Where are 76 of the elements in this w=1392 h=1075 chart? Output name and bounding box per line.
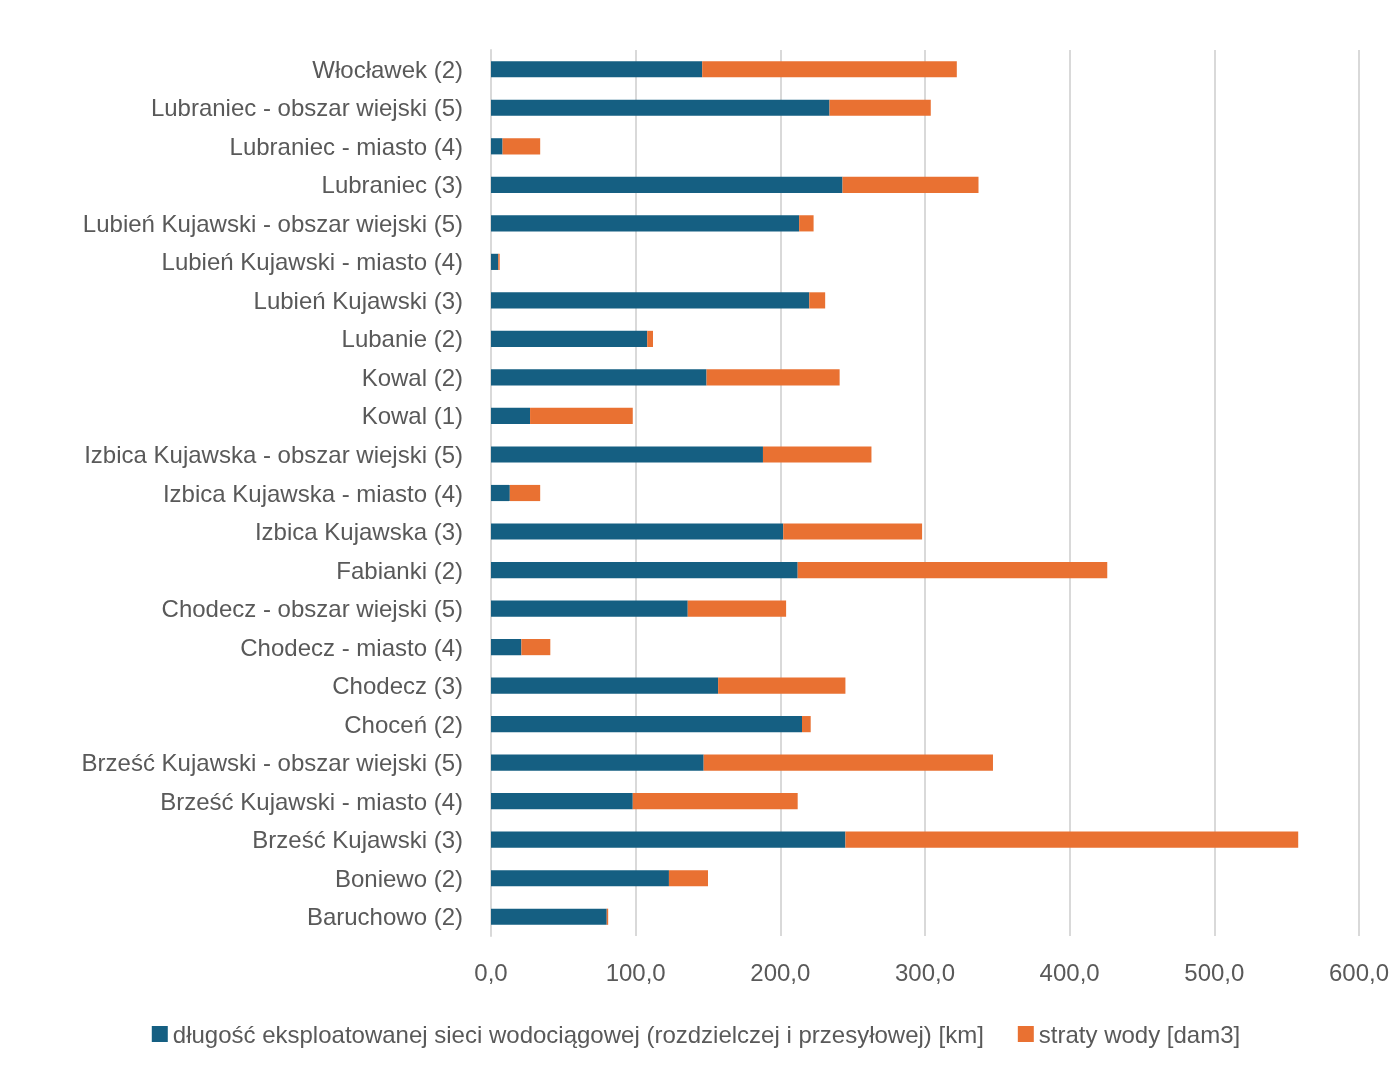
bar bbox=[809, 292, 826, 309]
y-tick-label: Choceń (2) bbox=[344, 710, 463, 738]
bar bbox=[491, 870, 669, 887]
bar bbox=[491, 639, 522, 656]
bar bbox=[491, 793, 633, 810]
y-tick-label: Izbica Kujawska (3) bbox=[254, 518, 463, 546]
bar bbox=[783, 523, 923, 540]
bar bbox=[829, 99, 931, 116]
bar bbox=[842, 176, 979, 193]
bar bbox=[502, 138, 541, 155]
bar bbox=[687, 600, 787, 617]
bar bbox=[491, 292, 810, 309]
bar bbox=[845, 831, 1299, 848]
bar bbox=[491, 138, 503, 155]
legend-label: straty wody [dam3] bbox=[1038, 1020, 1241, 1048]
y-tick-label: Chodecz - miasto (4) bbox=[240, 633, 463, 661]
bar bbox=[797, 561, 1108, 579]
bar bbox=[491, 253, 499, 270]
bar bbox=[647, 330, 654, 347]
bar bbox=[762, 446, 872, 463]
bar bbox=[802, 716, 811, 733]
y-tick-label: Baruchowo (2) bbox=[306, 903, 463, 931]
y-tick-label: Lubień Kujawski (3) bbox=[253, 286, 463, 314]
bar bbox=[491, 446, 763, 463]
y-tick-label: Lubień Kujawski - miasto (4) bbox=[161, 248, 463, 276]
y-tick-label: Chodecz (3) bbox=[332, 672, 463, 700]
x-tick-label: 0,0 bbox=[474, 958, 508, 986]
x-tick-label: 300,0 bbox=[894, 958, 956, 986]
bar bbox=[491, 61, 703, 78]
x-tick-label: 400,0 bbox=[1039, 958, 1100, 986]
bar bbox=[491, 600, 688, 617]
x-tick-label: 200,0 bbox=[750, 958, 811, 986]
bar bbox=[702, 61, 957, 78]
bar bbox=[706, 369, 840, 386]
y-tick-label: Chodecz - obszar wiejski (5) bbox=[161, 595, 463, 623]
y-tick-label: Lubraniec - miasto (4) bbox=[229, 132, 463, 160]
bar bbox=[491, 99, 830, 116]
y-tick-label: Lubanie (2) bbox=[341, 325, 463, 353]
y-tick-label: Kowal (1) bbox=[361, 402, 463, 430]
bar bbox=[703, 754, 993, 771]
bar bbox=[668, 870, 708, 887]
bar bbox=[491, 330, 648, 347]
y-tick-label: Brześć Kujawski - obszar wiejski (5) bbox=[81, 749, 463, 777]
bar bbox=[718, 677, 846, 694]
bar bbox=[491, 215, 800, 232]
legend-label: długość eksploatowanej sieci wodociągowej (rozdzielczej i przesyłowej) [km] bbox=[172, 1020, 984, 1048]
x-tick-label: 100,0 bbox=[605, 958, 666, 986]
bar bbox=[632, 793, 798, 810]
bar bbox=[491, 407, 531, 425]
y-tick-label: Fabianki (2) bbox=[336, 556, 463, 584]
bar bbox=[491, 176, 843, 193]
bar bbox=[799, 215, 814, 232]
y-tick-label: Boniewo (2) bbox=[334, 864, 463, 892]
y-tick-label: Izbica Kujawska - obszar wiejski (5) bbox=[84, 440, 463, 468]
y-tick-label: Lubraniec (3) bbox=[321, 171, 463, 199]
bar bbox=[491, 561, 798, 579]
bar bbox=[491, 677, 719, 694]
bar bbox=[530, 407, 633, 425]
bar bbox=[491, 754, 704, 771]
bar bbox=[491, 369, 707, 386]
bar bbox=[491, 484, 510, 502]
bar bbox=[491, 716, 803, 733]
x-tick-label: 500,0 bbox=[1184, 958, 1245, 986]
bar bbox=[491, 831, 846, 848]
y-tick-label: Brześć Kujawski - miasto (4) bbox=[160, 787, 463, 815]
y-tick-label: Kowal (2) bbox=[361, 363, 463, 391]
bar bbox=[491, 523, 784, 540]
bar bbox=[509, 484, 541, 502]
bar bbox=[491, 908, 607, 925]
y-tick-label: Lubraniec - obszar wiejski (5) bbox=[150, 94, 463, 122]
y-tick-label: Brześć Kujawski (3) bbox=[252, 826, 463, 854]
y-tick-label: Lubień Kujawski - obszar wiejski (5) bbox=[82, 209, 463, 237]
x-tick-label: 600,0 bbox=[1328, 958, 1389, 986]
bar bbox=[521, 639, 551, 656]
y-tick-label: Włocławek (2) bbox=[312, 55, 463, 83]
y-tick-label: Izbica Kujawska - miasto (4) bbox=[162, 479, 463, 507]
